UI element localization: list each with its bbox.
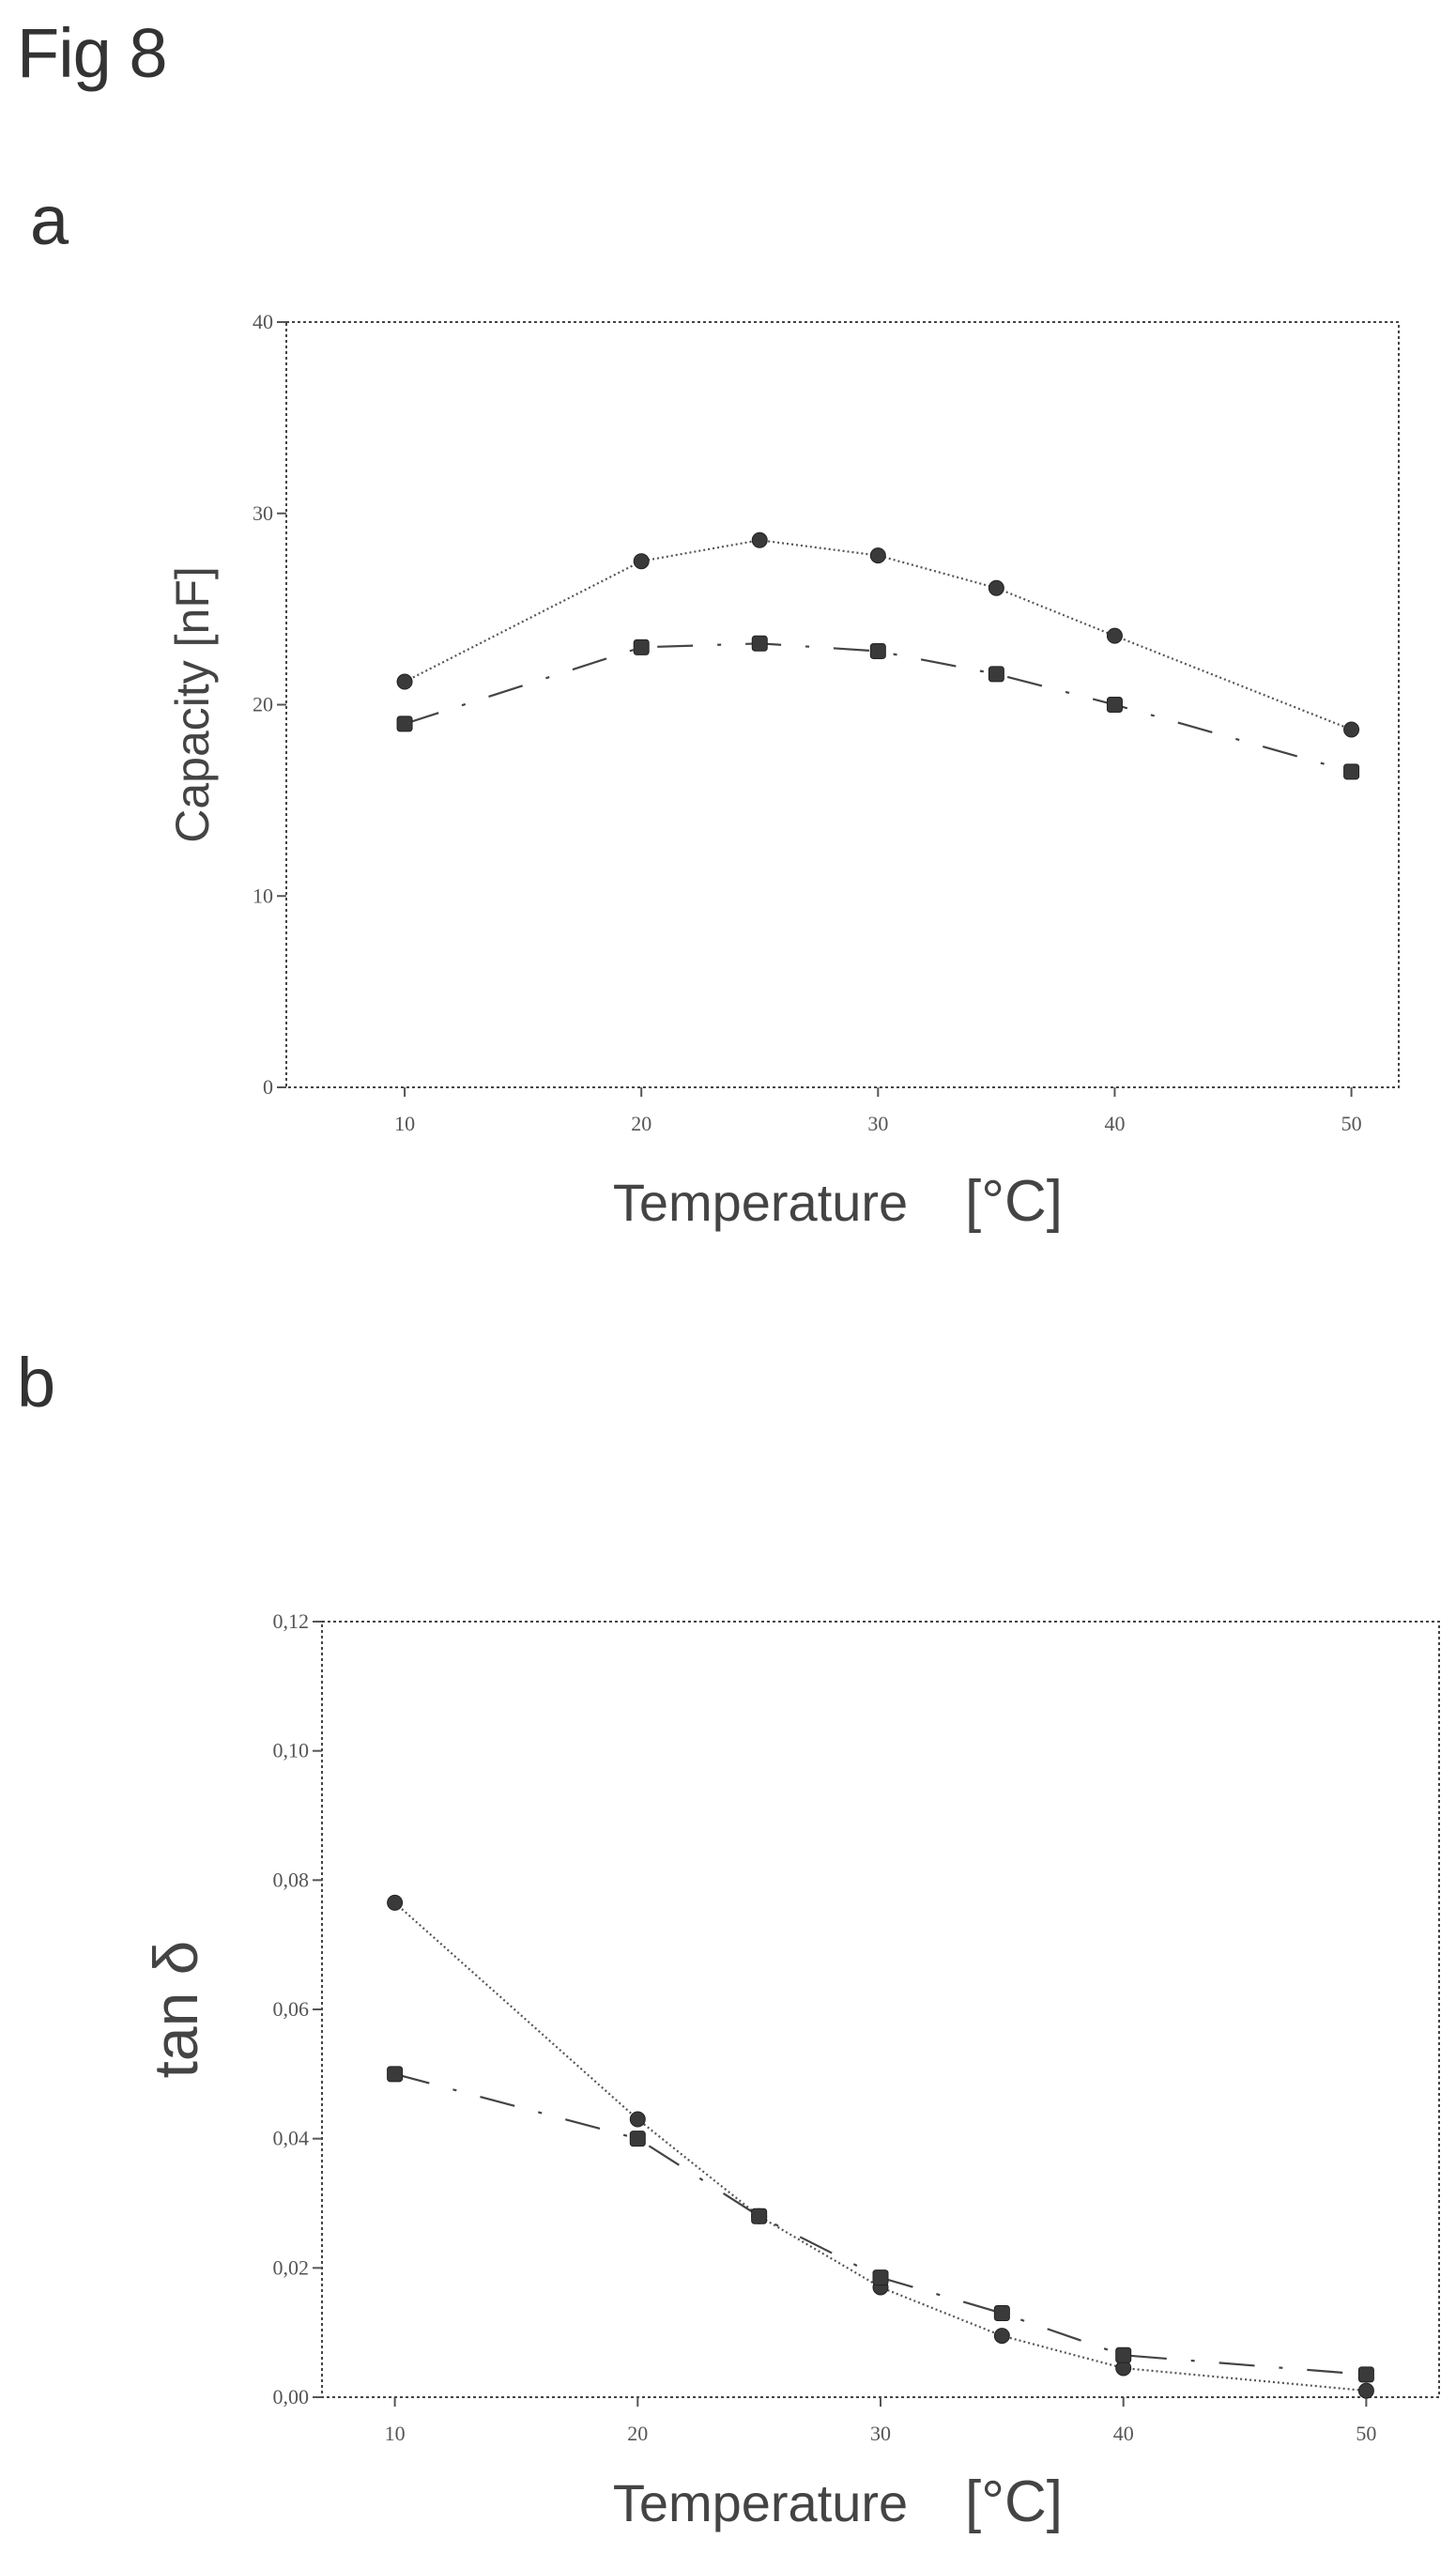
chart-b-y-tick-label: 0,08 (273, 1868, 310, 1891)
chart-a-series-2-point (988, 666, 1004, 683)
chart-a-y-tick-label: 20 (253, 693, 273, 716)
chart-a-x-axis-title: Temperature (613, 1173, 908, 1232)
panel-label-b: b (17, 1344, 56, 1422)
chart-a-series-1-point (396, 673, 413, 690)
chart-b-y-tick-label: 0,12 (273, 1609, 310, 1633)
chart-b-series-1-point (1357, 2382, 1374, 2399)
chart-b-series-2-point (993, 2305, 1010, 2322)
chart-b-x-axis-unit: [°C] (965, 2469, 1063, 2534)
chart-b-series-2-line (394, 2072, 1367, 2377)
chart-b-series-2-point (629, 2131, 646, 2147)
chart-b-x-tick-label: 10 (385, 2422, 406, 2445)
chart-b-series-1-point (993, 2328, 1010, 2345)
chart-a-series-1-point (988, 579, 1004, 596)
chart-b-x-tick-label: 30 (870, 2422, 891, 2445)
chart-a-x-tick-label: 40 (1104, 1112, 1125, 1135)
chart-a-y-tick-label: 40 (253, 310, 273, 333)
chart-b-x-tick-label: 40 (1113, 2422, 1134, 2445)
chart-b-x-tick-label: 50 (1356, 2422, 1376, 2445)
chart-a-x-tick-label: 30 (867, 1112, 888, 1135)
chart-a-x-tick-label: 20 (631, 1112, 651, 1135)
chart-a-series-2-point (1106, 697, 1123, 713)
chart-b-series-2-point (1115, 2346, 1132, 2363)
chart-a-x-axis-unit: [°C] (965, 1169, 1063, 1234)
chart-b-series-1-point (629, 2111, 646, 2128)
chart-a-plot-frame (285, 321, 1400, 1088)
chart-b-y-tick-label: 0,04 (273, 2127, 310, 2150)
chart-b-series-2-point (387, 2066, 404, 2083)
chart-a-y-tick-label: 10 (253, 884, 273, 907)
chart-b-series-1-line (393, 1901, 1367, 2392)
chart-a-x-tick-label: 50 (1341, 1112, 1362, 1135)
chart-a-series-1-point (633, 553, 650, 570)
chart-a-series-2-point (751, 635, 768, 652)
chart-a-series-2-point (396, 715, 413, 732)
capacity-chart: 0 10 20 30 40 10 20 30 40 50 Temperature [°C] Capaci… (166, 310, 1400, 1234)
chart-b-y-tick-label: 0,00 (273, 2385, 310, 2408)
chart-a-series-2-point (633, 638, 650, 655)
chart-b-y-tick-label: 0,06 (273, 1997, 310, 2021)
chart-b-series-2-point (751, 2208, 768, 2224)
chart-b-y-tick-label: 0,02 (273, 2255, 310, 2279)
chart-a-series-2-point (869, 642, 886, 659)
chart-a-series-1-point (751, 531, 768, 548)
chart-b-series-1-point (387, 1894, 404, 1911)
panel-label-a: a (30, 181, 69, 259)
chart-a-series-1-point (1343, 721, 1360, 738)
chart-b-x-tick-label: 20 (627, 2422, 648, 2445)
chart-b-y-axis-title: tan δ (141, 1941, 210, 2079)
chart-b-x-axis-title: Temperature (613, 2473, 908, 2532)
chart-b-series-2-point (1357, 2366, 1374, 2383)
chart-a-x-tick-label: 10 (394, 1112, 415, 1135)
chart-a-y-tick-label: 30 (253, 501, 273, 525)
figure-title: Fig 8 (17, 14, 168, 92)
chart-b-series-2-point (872, 2269, 889, 2286)
chart-b-y-tick-label: 0,10 (273, 1739, 310, 1762)
chart-a-series-1-point (1106, 627, 1123, 644)
chart-a-series-1-point (869, 547, 886, 564)
chart-a-y-tick-label: 0 (263, 1075, 273, 1099)
chart-a-series-2-point (1343, 763, 1360, 780)
chart-a-y-axis-title: Capacity [nF] (166, 566, 219, 843)
